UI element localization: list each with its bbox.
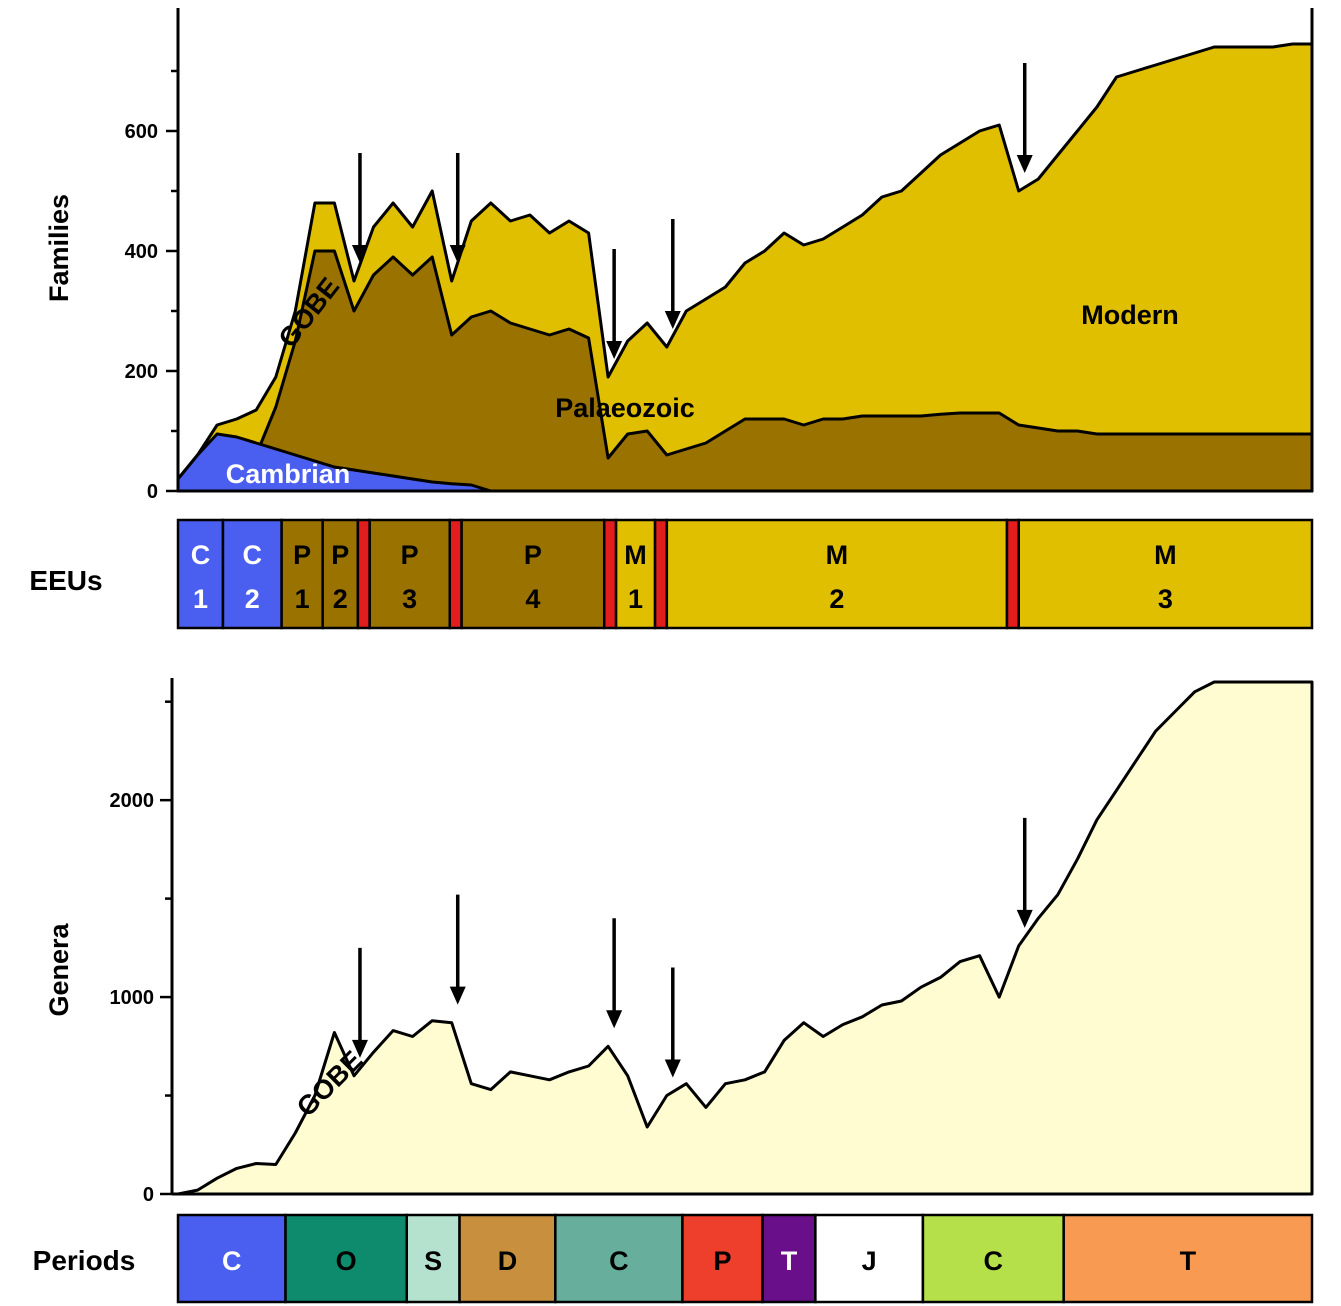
period-label-8: J bbox=[862, 1246, 877, 1276]
eeu-box-2 bbox=[221, 518, 283, 630]
eeu-label-top-6: P bbox=[524, 540, 542, 570]
cambrian-label: Cambrian bbox=[226, 459, 351, 489]
genera-area bbox=[176, 680, 1314, 1196]
genera-tick-label-0: 0 bbox=[143, 1184, 154, 1206]
families-arrow-head-5 bbox=[1016, 155, 1033, 173]
eeu-label-top-2: C bbox=[243, 540, 263, 570]
eeu-label-bottom-7: 1 bbox=[628, 584, 643, 614]
period-label-7: T bbox=[781, 1246, 798, 1276]
eeu-box-8 bbox=[665, 518, 1009, 630]
period-label-1: C bbox=[222, 1246, 242, 1276]
eeu-label-bottom-6: 4 bbox=[525, 584, 540, 614]
palaeozoic-label: Palaeozoic bbox=[555, 393, 695, 423]
eeu-break-2 bbox=[448, 518, 463, 630]
genera-tick-label-1000: 1000 bbox=[110, 987, 155, 1009]
period-box-5 bbox=[554, 1213, 684, 1304]
families-tick-label-0: 0 bbox=[147, 481, 158, 503]
eeu-label-bottom-5: 3 bbox=[402, 584, 417, 614]
genera-arrow-head-3 bbox=[606, 1010, 623, 1029]
eeus-row-label: EEUs bbox=[29, 565, 102, 596]
eeu-label-top-1: C bbox=[191, 540, 211, 570]
eeu-label-top-4: P bbox=[331, 540, 349, 570]
families-tick-label-600: 600 bbox=[125, 121, 158, 143]
eeu-box-6 bbox=[460, 518, 606, 630]
eeu-break-5 bbox=[1005, 518, 1020, 630]
period-label-2: O bbox=[336, 1246, 357, 1276]
period-box-9 bbox=[921, 1213, 1065, 1304]
eeu-box-9 bbox=[1017, 518, 1314, 630]
eeu-break-3 bbox=[602, 518, 618, 630]
families-y-ticks: 0 200 400 600 bbox=[125, 69, 178, 503]
periods-row-label: Periods bbox=[33, 1245, 136, 1276]
genera-y-axis-label: Genera bbox=[44, 922, 74, 1016]
genera-y-ticks: 0 1000 2000 bbox=[110, 700, 172, 1206]
period-box-2 bbox=[284, 1213, 409, 1304]
period-box-3 bbox=[405, 1213, 461, 1304]
genera-extinction-arrows bbox=[351, 817, 1033, 1078]
genera-arrow-head-5 bbox=[1016, 909, 1033, 928]
eeu-label-top-3: P bbox=[293, 540, 311, 570]
period-box-6 bbox=[681, 1213, 764, 1304]
families-tick-label-400: 400 bbox=[125, 241, 158, 263]
periods-row: Periods C O S D C P T J C T bbox=[33, 1213, 1314, 1304]
families-arrow-head-4 bbox=[664, 311, 681, 329]
families-arrow-head-2 bbox=[449, 245, 466, 263]
period-box-10 bbox=[1062, 1213, 1314, 1304]
eeu-label-bottom-2: 2 bbox=[245, 584, 260, 614]
families-tick-label-200: 200 bbox=[125, 361, 158, 383]
eeu-label-top-8: M bbox=[826, 540, 849, 570]
genera-arrow-head-4 bbox=[664, 1059, 681, 1078]
eeu-label-bottom-9: 3 bbox=[1158, 584, 1173, 614]
period-label-4: D bbox=[498, 1246, 518, 1276]
period-label-5: C bbox=[609, 1246, 629, 1276]
eeu-break-1 bbox=[356, 518, 371, 630]
period-box-4 bbox=[458, 1213, 557, 1304]
eeu-label-bottom-1: 1 bbox=[193, 584, 208, 614]
period-label-3: S bbox=[424, 1246, 442, 1276]
eeu-label-bottom-4: 2 bbox=[333, 584, 348, 614]
eeu-label-top-5: P bbox=[401, 540, 419, 570]
period-box-8 bbox=[814, 1213, 925, 1304]
eeu-label-top-9: M bbox=[1154, 540, 1177, 570]
eeu-break-4 bbox=[653, 518, 669, 630]
eeu-label-top-7: M bbox=[624, 540, 647, 570]
genera-arrow-head-2 bbox=[449, 986, 466, 1005]
families-arrow-head-3 bbox=[606, 341, 623, 359]
period-label-9: C bbox=[984, 1246, 1004, 1276]
modern-label: Modern bbox=[1081, 300, 1179, 330]
genera-arrow-head-1 bbox=[351, 1039, 368, 1058]
families-y-axis-label: Families bbox=[44, 194, 74, 302]
families-extinction-arrows bbox=[351, 63, 1033, 359]
period-box-1 bbox=[176, 1213, 287, 1304]
eeu-label-bottom-3: 1 bbox=[295, 584, 310, 614]
genera-tick-label-2000: 2000 bbox=[110, 790, 155, 812]
eeu-box-4 bbox=[321, 518, 360, 630]
period-label-6: P bbox=[714, 1246, 732, 1276]
eeu-label-bottom-8: 2 bbox=[829, 584, 844, 614]
families-arrow-head-1 bbox=[351, 245, 368, 263]
period-label-10: T bbox=[1180, 1246, 1197, 1276]
